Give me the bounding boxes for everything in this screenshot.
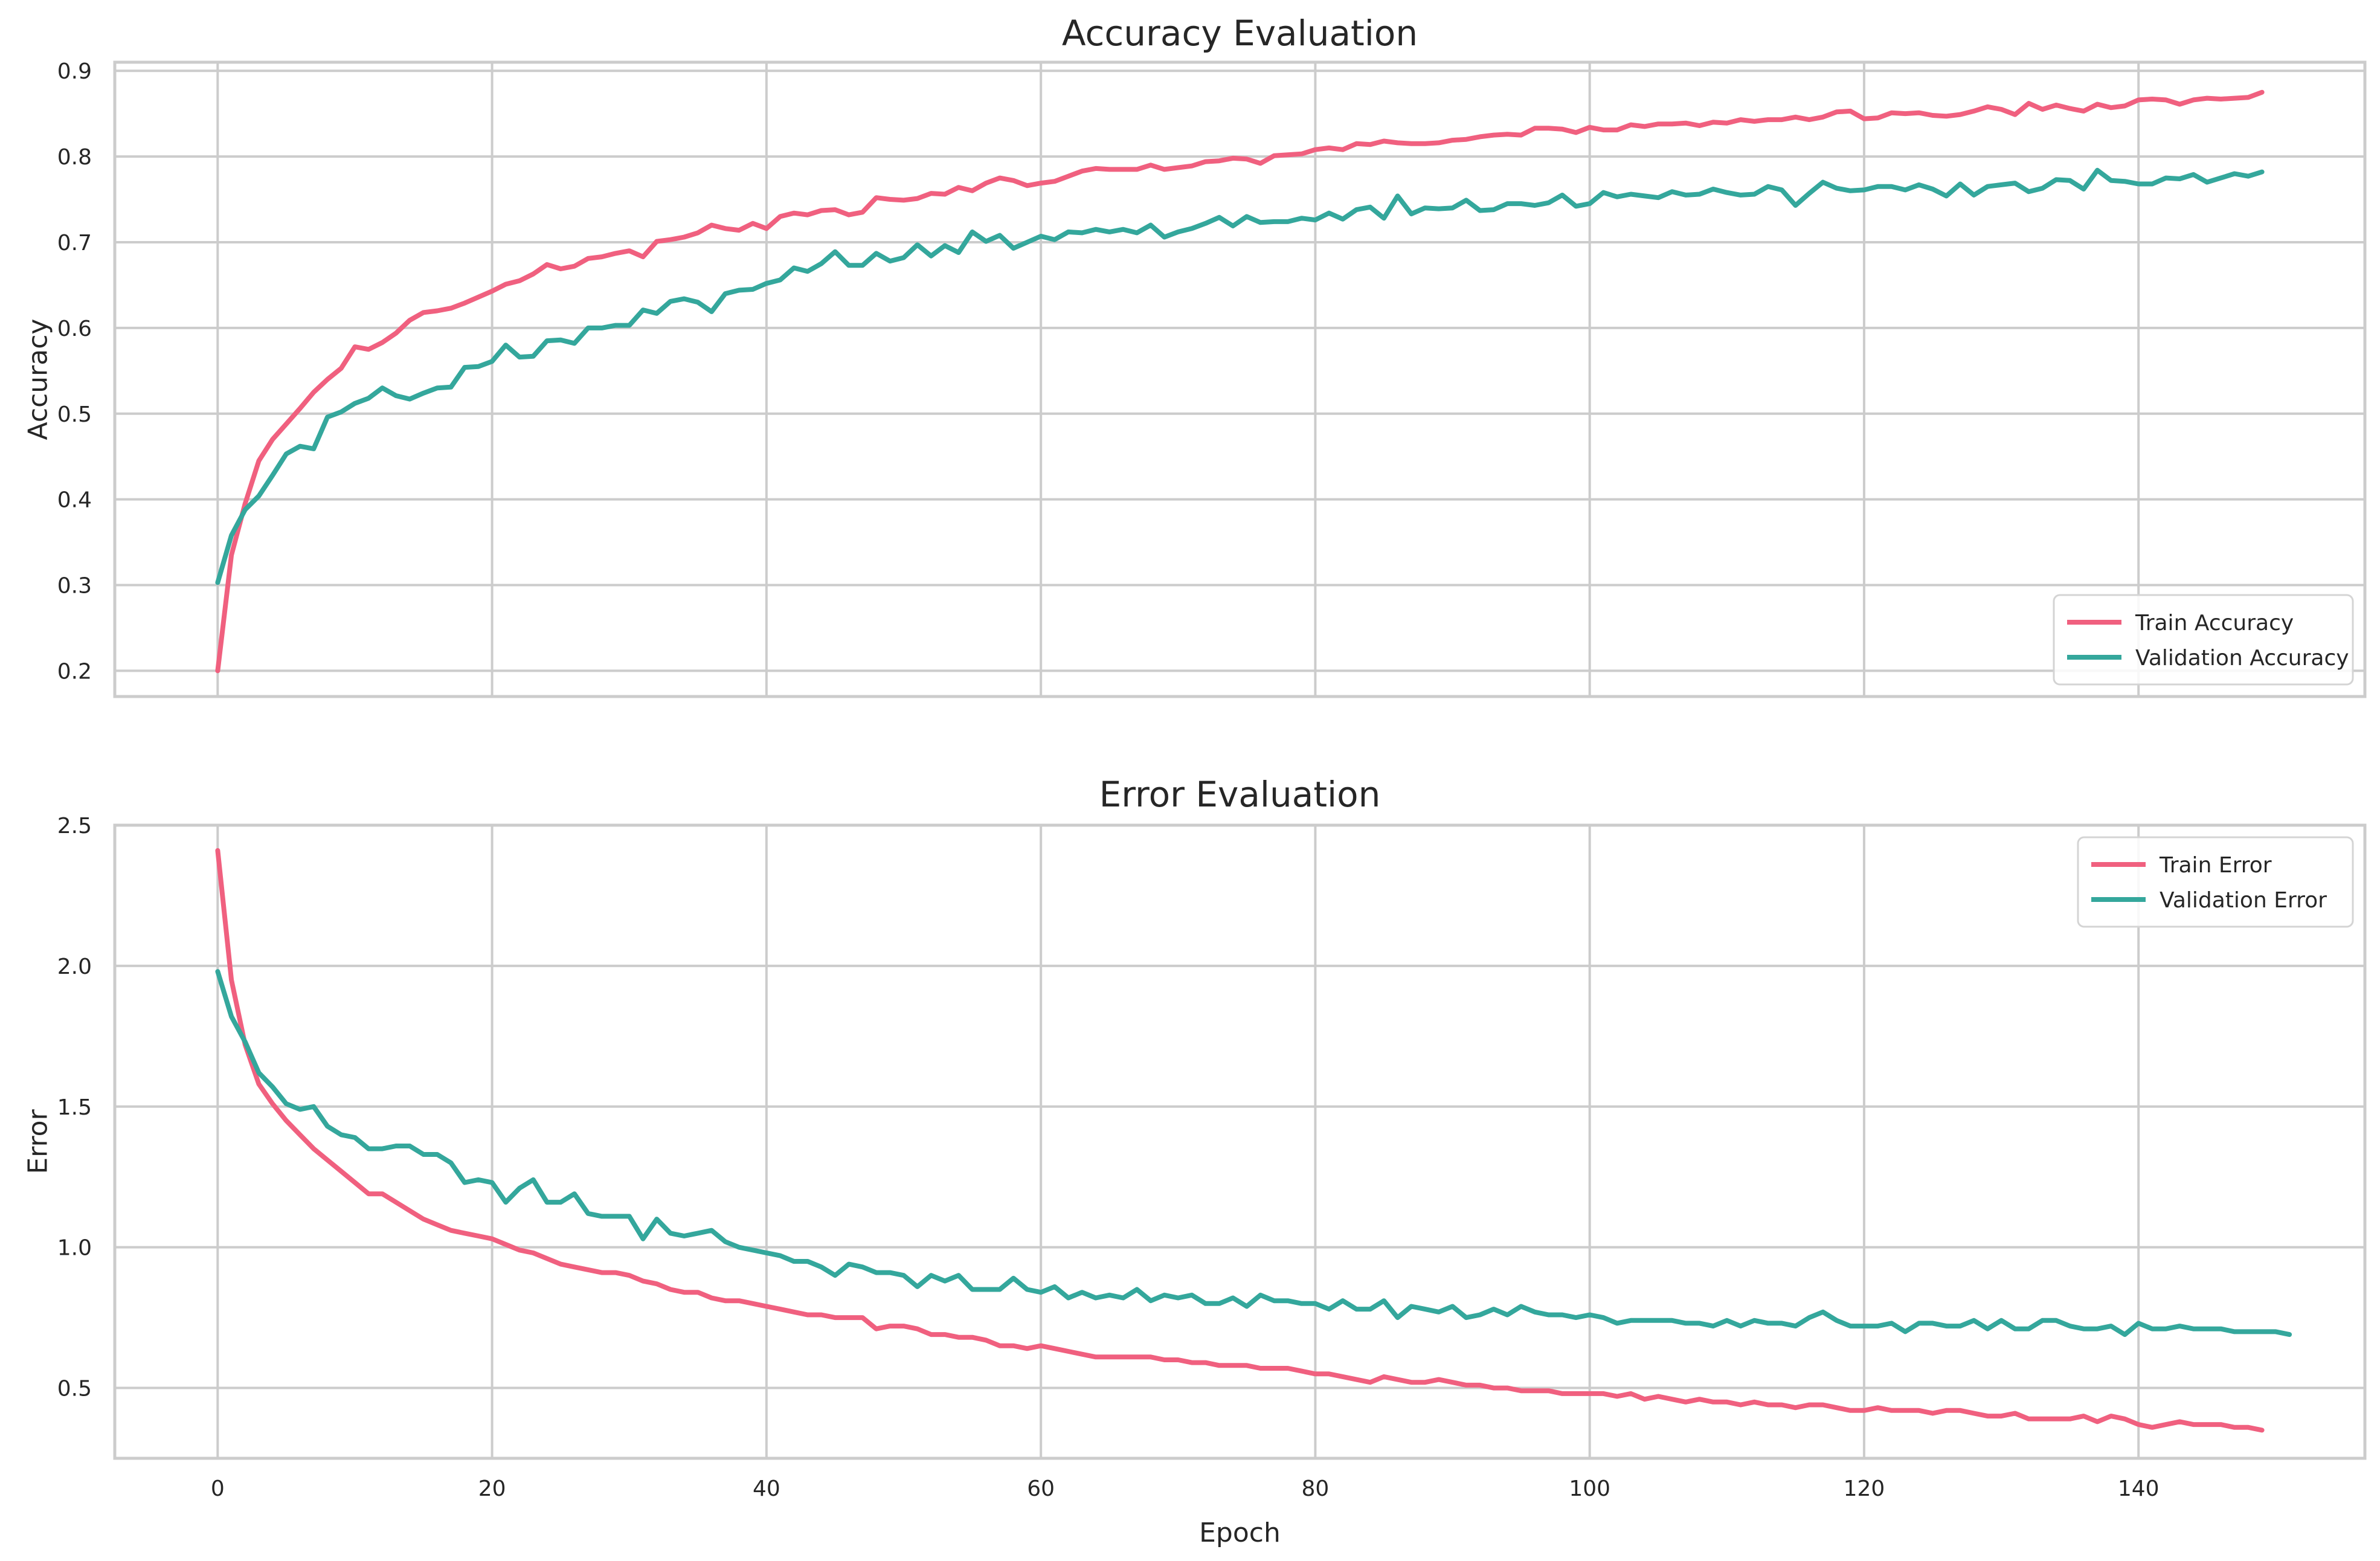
error-y-tick-labels: 0.5 1.0 1.5 2.0 2.5	[57, 814, 92, 1402]
legend-entry: Validation Accuracy	[2135, 646, 2349, 671]
x-tick-label: 20	[478, 1476, 506, 1501]
y-tick-label: 0.8	[57, 145, 92, 170]
y-tick-label: 0.6	[57, 317, 92, 341]
x-tick-label: 120	[1844, 1476, 1885, 1501]
y-tick-label: 1.0	[57, 1236, 92, 1261]
series-line	[215, 167, 2265, 585]
accuracy-y-axis-label: Accuracy	[22, 319, 53, 440]
y-tick-label: 2.0	[57, 954, 92, 979]
accuracy-y-tick-labels: 0.2 0.3 0.4 0.5 0.6 0.7 0.8 0.9	[57, 59, 92, 684]
y-tick-label: 1.5	[57, 1095, 92, 1120]
epoch-x-axis-label: Epoch	[1199, 1518, 1281, 1548]
legend-box	[2053, 594, 2354, 686]
y-tick-label: 0.9	[57, 59, 92, 84]
x-tick-label: 100	[1569, 1476, 1610, 1501]
y-tick-label: 0.5	[57, 1377, 92, 1402]
legend-box	[2077, 836, 2354, 928]
error-subplot: 0.5 1.0 1.5 2.0 2.5 0 20 40 60 80 100 120 140 Error…	[22, 774, 2367, 1548]
epoch-x-tick-labels: 0 20 40 60 80 100 120 140	[211, 1476, 2160, 1501]
legend-entry: Validation Error	[2160, 888, 2327, 913]
series-line	[215, 89, 2265, 674]
x-tick-label: 140	[2118, 1476, 2160, 1501]
error-plot-frame	[113, 823, 2367, 1460]
error-series-lines	[215, 848, 2292, 1433]
legend-entry: Train Error	[2159, 853, 2272, 878]
x-tick-label: 80	[1302, 1476, 1330, 1501]
y-tick-label: 0.5	[57, 402, 92, 427]
y-tick-label: 0.3	[57, 574, 92, 599]
y-tick-label: 2.5	[57, 814, 92, 838]
error-chart-title: Error Evaluation	[1099, 774, 1381, 815]
accuracy-series-lines	[215, 89, 2265, 674]
y-tick-label: 0.4	[57, 488, 92, 513]
error-legend: Train Error Validation Error	[2077, 836, 2354, 928]
accuracy-legend: Train Accuracy Validation Accuracy	[2053, 594, 2354, 686]
x-tick-label: 60	[1027, 1476, 1055, 1501]
series-line	[215, 969, 2292, 1337]
accuracy-chart-title: Accuracy Evaluation	[1062, 13, 1418, 54]
error-y-axis-label: Error	[22, 1109, 53, 1174]
x-tick-label: 0	[211, 1476, 225, 1501]
accuracy-plot-frame	[113, 60, 2367, 698]
x-tick-label: 40	[753, 1476, 780, 1501]
accuracy-plot-area	[115, 62, 2365, 697]
error-plot-area	[115, 825, 2365, 1458]
y-tick-label: 0.7	[57, 231, 92, 256]
legend-entry: Train Accuracy	[2135, 611, 2294, 636]
series-line	[215, 848, 2265, 1433]
y-tick-label: 0.2	[57, 659, 92, 684]
accuracy-subplot: 0.2 0.3 0.4 0.5 0.6 0.7 0.8 0.9 Accuracy Evalua…	[22, 13, 2367, 698]
